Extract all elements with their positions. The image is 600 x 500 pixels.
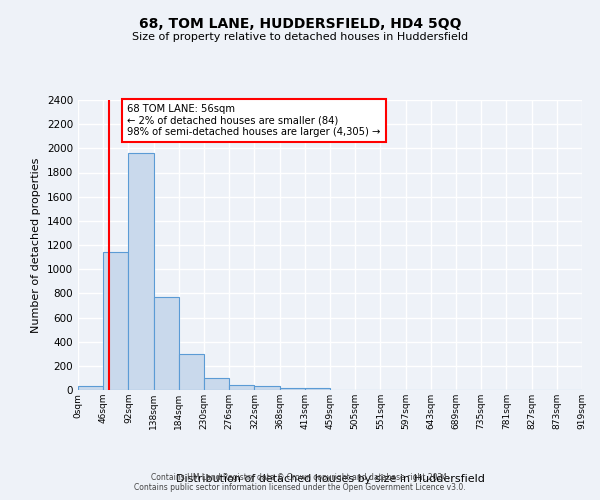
Text: Contains HM Land Registry data © Crown copyright and database right 2024.
Contai: Contains HM Land Registry data © Crown c… [134, 473, 466, 492]
Y-axis label: Number of detached properties: Number of detached properties [31, 158, 41, 332]
Bar [78, 386, 103, 390]
Bar [254, 386, 280, 390]
Text: 68, TOM LANE, HUDDERSFIELD, HD4 5QQ: 68, TOM LANE, HUDDERSFIELD, HD4 5QQ [139, 18, 461, 32]
Bar [280, 388, 305, 390]
Bar [103, 252, 128, 390]
Bar [179, 354, 204, 390]
Bar [229, 384, 254, 390]
Bar [305, 388, 330, 390]
Bar [154, 297, 179, 390]
Bar [128, 153, 154, 390]
Text: 68 TOM LANE: 56sqm
← 2% of detached houses are smaller (84)
98% of semi-detached: 68 TOM LANE: 56sqm ← 2% of detached hous… [127, 104, 380, 137]
Text: Size of property relative to detached houses in Huddersfield: Size of property relative to detached ho… [132, 32, 468, 42]
X-axis label: Distribution of detached houses by size in Huddersfield: Distribution of detached houses by size … [176, 474, 484, 484]
Bar [204, 378, 229, 390]
